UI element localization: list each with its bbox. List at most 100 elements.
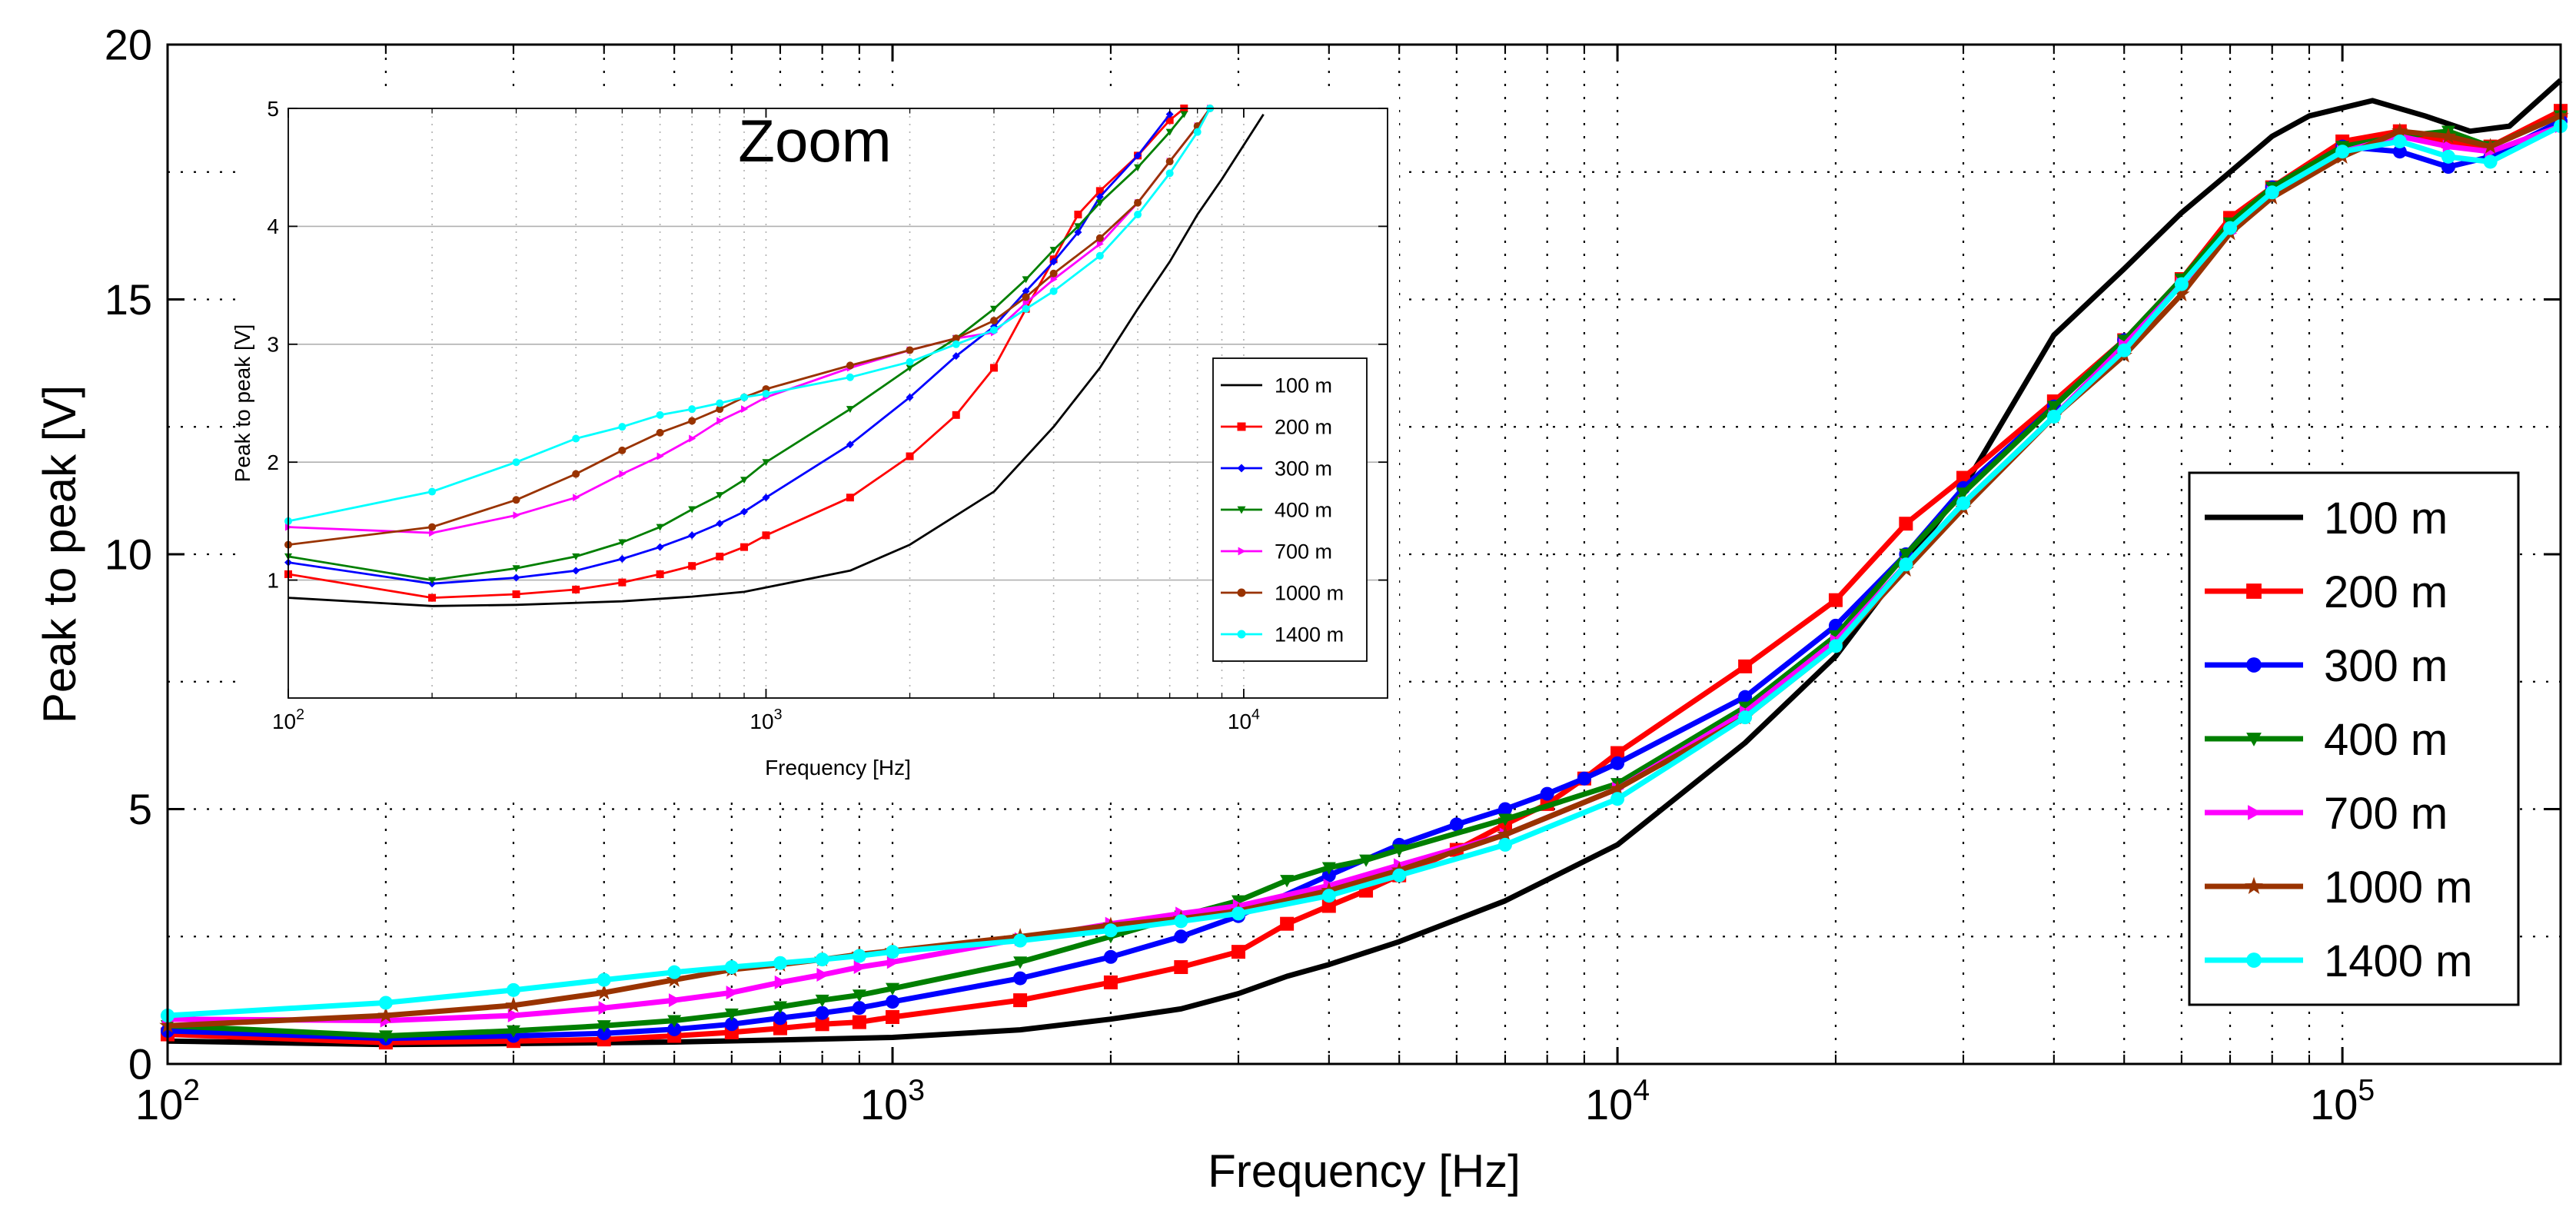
data-point [2440, 128, 2457, 144]
x-tick-label: 102 [272, 706, 304, 733]
data-point [1449, 817, 1464, 832]
data-point [668, 993, 682, 1008]
data-point [598, 1001, 611, 1016]
legend-marker [1238, 547, 1246, 556]
data-point [886, 995, 900, 1009]
data-point [773, 1011, 787, 1026]
data-point [2442, 139, 2455, 154]
data-point [618, 578, 627, 587]
data-point [667, 1015, 682, 1028]
data-point [762, 531, 770, 540]
data-point [989, 305, 998, 313]
data-point [852, 989, 866, 1002]
data-point [1956, 487, 1971, 500]
data-point [762, 494, 770, 502]
data-point [852, 1001, 866, 1016]
data-point [762, 459, 770, 467]
y-tick-label: 2 [267, 450, 279, 474]
data-point [618, 423, 627, 431]
data-point [2441, 149, 2455, 164]
data-point [1022, 299, 1030, 307]
data-point [1165, 158, 1174, 166]
data-point [597, 1026, 611, 1041]
data-point [989, 364, 998, 372]
data-point [815, 1017, 829, 1032]
legend-marker [1237, 506, 1246, 514]
data-point [1321, 889, 1336, 903]
data-point [1497, 826, 1514, 842]
data-point [1497, 813, 1512, 826]
legend-label: 400 m [2324, 715, 2448, 765]
data-point [1095, 251, 1104, 260]
data-point [619, 470, 627, 478]
legend-marker [2246, 657, 2262, 673]
data-point [716, 417, 724, 425]
data-point [1738, 690, 1753, 704]
data-point [1174, 960, 1188, 975]
data-point [774, 975, 787, 989]
data-point [1049, 287, 1058, 295]
data-point [1321, 899, 1336, 913]
main-series-group [159, 78, 2569, 1050]
series-1400-m [161, 119, 2568, 1023]
legend-marker [2246, 733, 2262, 746]
data-point [2481, 138, 2499, 154]
data-point [1609, 780, 1626, 796]
x-axis-label: Frequency [Hz] [1208, 1145, 1521, 1197]
legend-label: 1400 m [2324, 936, 2472, 986]
data-point [1497, 802, 1512, 816]
data-point [906, 452, 914, 460]
y-tick-label: 15 [105, 275, 152, 324]
data-point [1280, 875, 1295, 888]
data-point [815, 952, 829, 967]
data-point [667, 965, 682, 979]
data-point [815, 994, 829, 1008]
data-point [1134, 164, 1142, 171]
data-point [852, 949, 866, 963]
legend-entry-100-m: 100 m [2205, 494, 2448, 544]
data-point [1738, 659, 1753, 673]
data-point [428, 487, 437, 496]
legend-label: 700 m [1275, 540, 1332, 563]
data-point [2117, 343, 2132, 357]
data-point [853, 960, 866, 975]
data-point [667, 1022, 682, 1036]
data-point [2441, 160, 2455, 175]
data-point [1022, 304, 1030, 313]
data-point [1610, 792, 1625, 806]
data-point [618, 446, 627, 454]
x-tick-label: 104 [1228, 706, 1260, 733]
data-point [724, 1008, 739, 1022]
data-point [1610, 746, 1625, 760]
data-point [846, 406, 854, 414]
data-point [688, 506, 696, 514]
data-point [1103, 975, 1118, 989]
data-point [507, 1009, 520, 1023]
x-tick-label: 103 [750, 706, 782, 733]
data-point [378, 1030, 393, 1043]
data-point [1321, 862, 1336, 875]
data-point [726, 986, 739, 1000]
legend-marker [2248, 805, 2262, 820]
legend-label: 300 m [2324, 641, 2448, 691]
legend-entry-300-m: 300 m [2205, 641, 2448, 691]
data-point [378, 996, 393, 1010]
data-point [688, 531, 696, 540]
data-point [1049, 269, 1058, 278]
data-point [656, 428, 664, 437]
data-point [2335, 145, 2350, 159]
data-point [512, 496, 520, 504]
data-point [1013, 993, 1028, 1008]
data-point [1022, 293, 1030, 301]
data-point [724, 960, 739, 975]
data-point [656, 411, 664, 419]
y-tick-label: 10 [105, 530, 152, 579]
y-axis-label: Peak to peak [V] [34, 385, 85, 723]
data-point [2174, 277, 2189, 291]
x-tick-label: 103 [860, 1074, 925, 1129]
data-point [2265, 185, 2279, 200]
data-point [846, 494, 854, 502]
data-point [1610, 756, 1625, 770]
